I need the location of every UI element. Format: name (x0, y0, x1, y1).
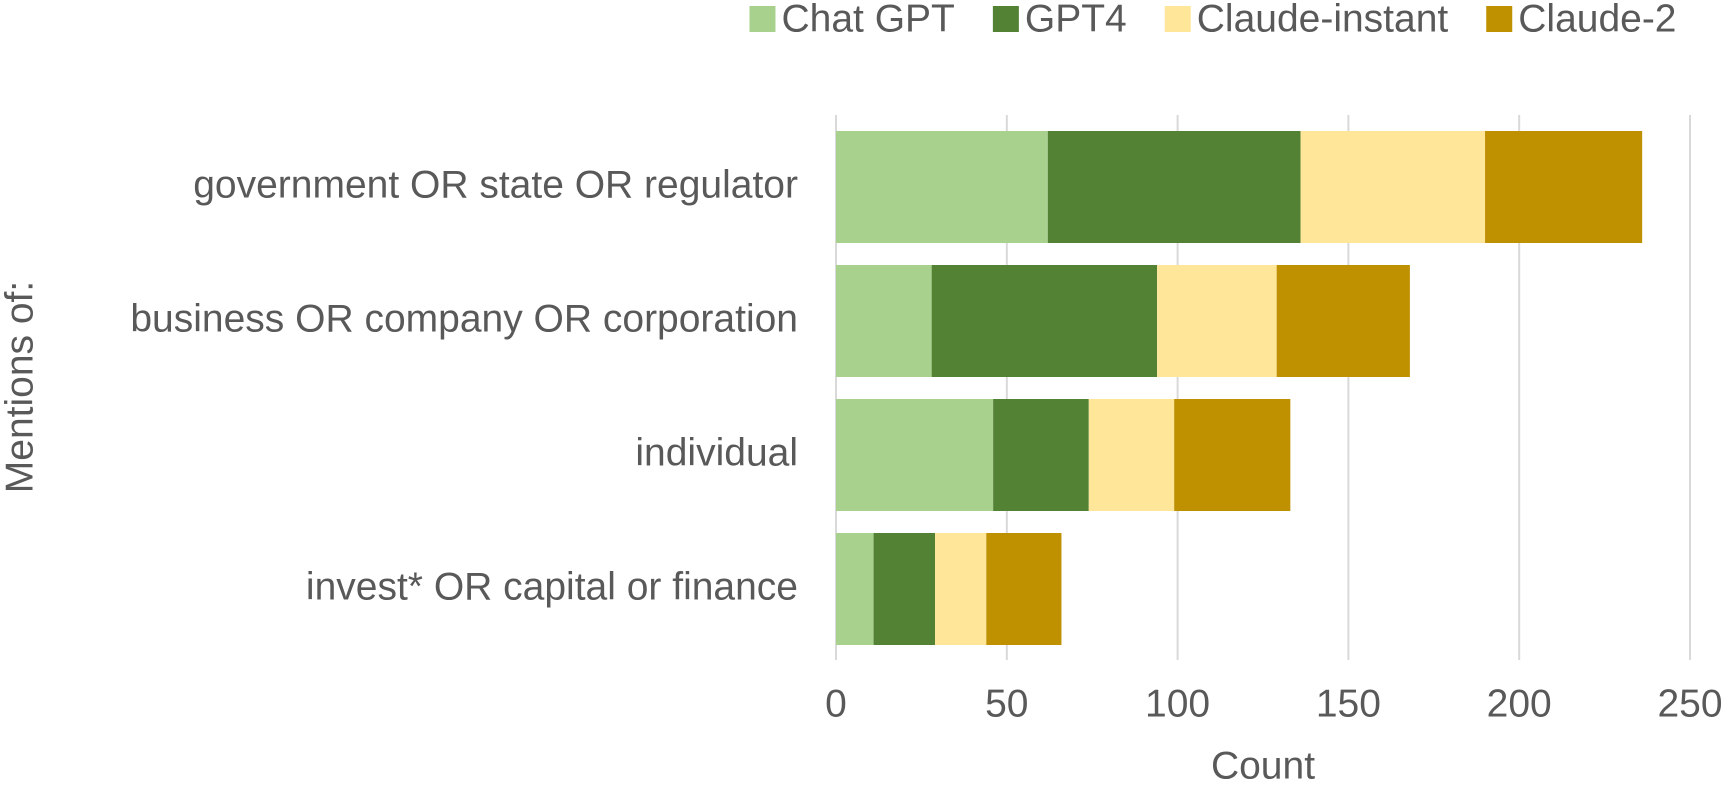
x-tick-label: 100 (1145, 682, 1210, 725)
bar-segment (993, 399, 1089, 511)
bar-segment (986, 533, 1062, 645)
legend-swatch (1164, 6, 1191, 32)
x-tick-label: 250 (1657, 682, 1722, 725)
legend-label: Chat GPT (781, 0, 954, 40)
y-tick-label: business OR company OR corporation (130, 297, 798, 340)
bar-segment (931, 265, 1158, 377)
legend-swatch (1486, 6, 1513, 32)
bar-segment (1300, 131, 1486, 243)
bar-segment (873, 533, 936, 645)
bar-segment (836, 131, 1048, 243)
bar-segment (1088, 399, 1175, 511)
x-axis-title: Count (1211, 744, 1315, 785)
bar-segment (1174, 399, 1291, 511)
bar-segment (1485, 131, 1643, 243)
x-tick-label: 200 (1487, 682, 1552, 725)
y-axis-title: Mentions of: (0, 281, 41, 493)
y-tick-label: individual (635, 431, 798, 474)
bar-segment (1276, 265, 1410, 377)
y-tick-label: invest* OR capital or finance (306, 565, 798, 608)
x-tick-label: 150 (1316, 682, 1381, 725)
legend-label: Claude-instant (1197, 0, 1449, 40)
x-tick-label: 50 (985, 682, 1028, 725)
legend-label: Claude-2 (1518, 0, 1676, 40)
legend-swatch (749, 6, 776, 32)
legend-label: GPT4 (1025, 0, 1127, 40)
bar-segment (836, 399, 994, 511)
y-tick-label: government OR state OR regulator (193, 163, 798, 206)
legend-swatch (992, 6, 1019, 32)
bar-segment (836, 265, 932, 377)
bar-segment (1047, 131, 1301, 243)
bar-segment (836, 533, 874, 645)
bar-segment (1157, 265, 1277, 377)
bar-segment (935, 533, 987, 645)
x-tick-label: 0 (825, 682, 847, 725)
